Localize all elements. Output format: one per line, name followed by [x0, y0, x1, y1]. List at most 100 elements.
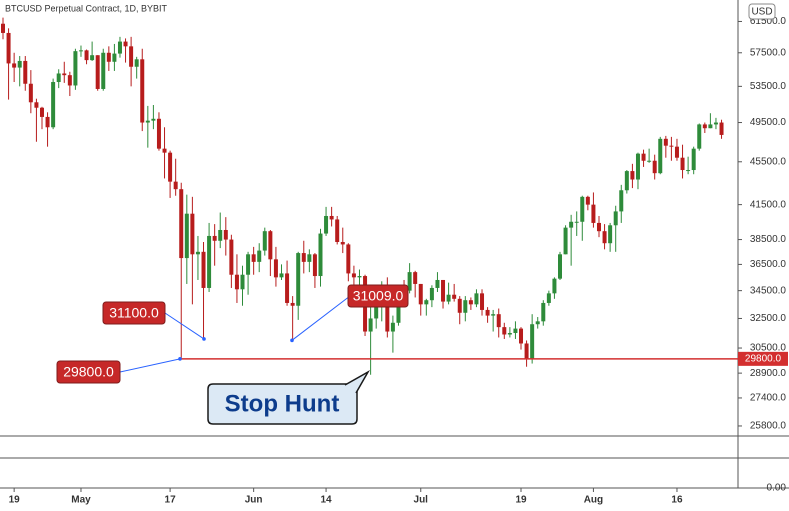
candle-body [691, 148, 696, 171]
candle-body [552, 278, 557, 294]
candle-body [513, 328, 518, 334]
annotation-box [102, 301, 166, 325]
y-tick-label: 27400.0 [750, 393, 787, 404]
candle-body [452, 294, 457, 299]
x-tick-label: 14 [320, 495, 332, 506]
candle-body [496, 314, 501, 328]
candle-body [686, 170, 691, 172]
candle-body [491, 314, 496, 316]
candle-body [708, 124, 713, 129]
candle-body [17, 60, 22, 68]
candle-body [524, 343, 529, 359]
candle-body [78, 50, 83, 52]
candle-body [51, 82, 56, 128]
callout-text: Stop Hunt [225, 390, 340, 417]
candle-body [435, 279, 440, 288]
candle-body [390, 322, 395, 332]
candle-body [312, 254, 317, 277]
candle-body [713, 122, 718, 125]
candle-body [207, 235, 212, 288]
candle-body [702, 124, 707, 129]
candle-body [558, 254, 562, 279]
candle-body [273, 259, 278, 278]
candle-body [145, 120, 150, 123]
candle-body [680, 157, 685, 171]
annotation-point [202, 337, 206, 341]
y-tick-label: 36500.0 [750, 259, 787, 270]
candle-body [234, 274, 239, 290]
candle-body [156, 118, 161, 149]
candle-body [140, 59, 145, 123]
candle-body [719, 122, 724, 135]
currency-label: USD [751, 7, 772, 18]
candle-body [407, 272, 412, 291]
candle-body [168, 152, 173, 182]
candle-body [290, 302, 295, 306]
lower-pane-tick-label: 0.00 [767, 483, 787, 494]
level-badge [738, 351, 788, 366]
candle-body [218, 229, 223, 241]
candle-body [480, 293, 485, 310]
candle-body [647, 160, 652, 162]
candle-body [413, 272, 418, 284]
candle-body [324, 215, 329, 234]
candle-body [173, 181, 178, 190]
candle-body [134, 59, 139, 67]
candle-body [285, 273, 290, 303]
candle-body [184, 213, 189, 259]
candle-body [569, 221, 574, 228]
candle-body [201, 251, 206, 288]
candle-body [195, 251, 200, 255]
candle-body [507, 333, 512, 335]
candle-body [39, 107, 44, 117]
x-tick-label: Jun [245, 495, 263, 506]
candle-body [535, 321, 540, 325]
candle-body [608, 225, 613, 244]
candle-body [446, 294, 451, 302]
annotation-box [56, 360, 121, 384]
candle-body [441, 279, 446, 302]
candle-body [530, 324, 535, 359]
level-label: 29800.0 [745, 353, 782, 364]
candle-body [62, 73, 67, 76]
candle-body [519, 328, 524, 344]
candle-body [257, 250, 262, 262]
candle-body [301, 253, 306, 262]
candle-body [641, 153, 646, 161]
candle-body [385, 287, 390, 332]
candle-body [240, 274, 245, 290]
callout-tail [344, 370, 371, 394]
y-tick-label: 28900.0 [750, 368, 787, 379]
candle-body [429, 287, 434, 301]
annotation-point [178, 357, 182, 361]
candle-body [179, 189, 184, 259]
candle-body [368, 318, 373, 332]
candle-body [106, 52, 111, 62]
currency-badge [748, 3, 776, 20]
x-tick-label: May [71, 495, 91, 506]
y-tick-label: 38500.0 [750, 234, 787, 245]
candle-body [697, 124, 702, 149]
annotation-pointer [164, 312, 205, 340]
candle-body [262, 231, 267, 251]
candle-body [112, 53, 117, 62]
annotation-label: 31100.0 [109, 305, 159, 321]
annotation-pointer [119, 358, 181, 373]
candle-body [357, 276, 362, 278]
x-tick-label: 19 [9, 495, 21, 506]
candle-body [279, 273, 284, 278]
x-tick-label: 16 [671, 495, 683, 506]
candle-body [84, 50, 89, 61]
candle-body [307, 254, 312, 262]
candle-body [95, 55, 100, 89]
candle-body [574, 221, 579, 223]
candle-body [658, 138, 663, 174]
candle-body [34, 102, 39, 108]
candle-body [123, 41, 128, 47]
candle-body [596, 222, 601, 232]
y-tick-label: 53500.0 [750, 81, 787, 92]
candle-body [318, 233, 323, 277]
candle-body [268, 231, 273, 260]
